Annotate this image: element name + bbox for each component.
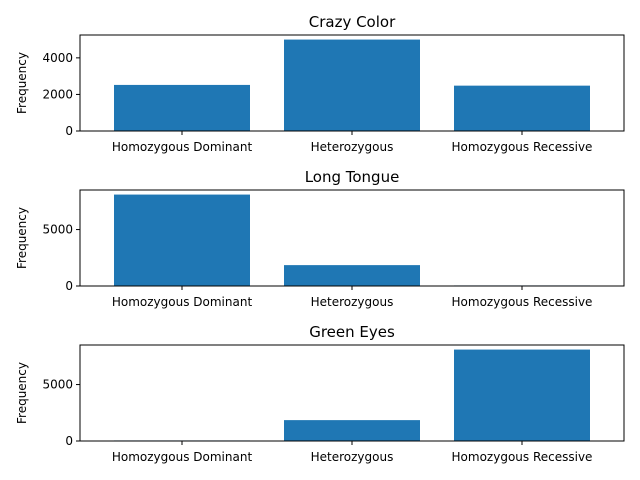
- x-tick-label-0-0: Homozygous Dominant: [112, 140, 253, 154]
- bar-0-0: [114, 84, 250, 131]
- x-tick-label-0-2: Homozygous Recessive: [452, 140, 593, 154]
- x-tick-label-1-2: Homozygous Recessive: [452, 295, 593, 309]
- y-axis-label-1: Frequency: [15, 207, 29, 269]
- bar-2-2: [454, 349, 590, 441]
- bar-1-1: [284, 265, 420, 286]
- y-tick-label-2-1: 5000: [42, 378, 73, 392]
- subplot-1: 0 5000 Homozygous Dominant Heterozygous Homo…: [15, 168, 625, 309]
- x-tick-label-2-1: Heterozygous: [311, 450, 394, 464]
- subplot-0: 0 2000 4000 Homozygous Dominant Heterozygous…: [15, 13, 625, 154]
- x-tick-label-1-1: Heterozygous: [311, 295, 394, 309]
- bar-1-0: [114, 194, 250, 286]
- y-tick-label-0-2: 4000: [42, 51, 73, 65]
- bar-0-2: [454, 85, 590, 131]
- y-tick-label-0-1: 2000: [42, 87, 73, 101]
- subplot-2: 0 5000 Homozygous Dominant Heterozygous Homo…: [15, 323, 625, 464]
- y-tick-label-0-0: 0: [65, 124, 73, 138]
- y-axis-label-2: Frequency: [15, 362, 29, 424]
- x-tick-label-0-1: Heterozygous: [311, 140, 394, 154]
- y-axis-label-0: Frequency: [15, 52, 29, 114]
- x-tick-label-1-0: Homozygous Dominant: [112, 295, 253, 309]
- y-tick-label-1-1: 5000: [42, 223, 73, 237]
- bar-2-1: [284, 420, 420, 441]
- y-tick-label-2-0: 0: [65, 434, 73, 448]
- chart-title-1: Long Tongue: [305, 168, 400, 186]
- x-tick-label-2-2: Homozygous Recessive: [452, 450, 593, 464]
- y-tick-label-1-0: 0: [65, 279, 73, 293]
- bar-0-1: [284, 39, 420, 131]
- chart-title-2: Green Eyes: [309, 323, 395, 341]
- x-tick-label-2-0: Homozygous Dominant: [112, 450, 253, 464]
- chart-title-0: Crazy Color: [309, 13, 396, 31]
